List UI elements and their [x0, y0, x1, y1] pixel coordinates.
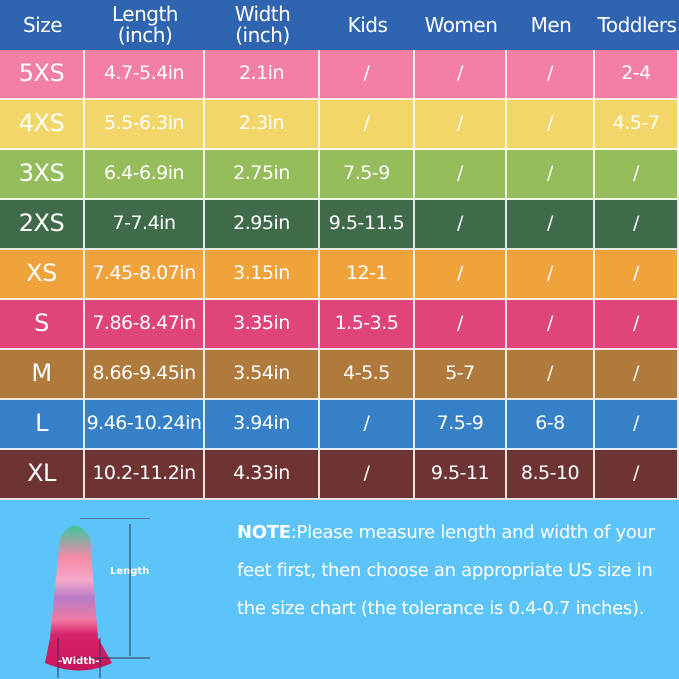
- cell-toddlers: /: [595, 400, 679, 450]
- cell-women: 5-7: [415, 350, 507, 400]
- cell-women: /: [415, 50, 507, 100]
- header-width: Width (inch): [205, 0, 320, 50]
- fin-shape: [45, 525, 112, 671]
- cell-size: XS: [0, 250, 85, 300]
- cell-length: 5.5-6.3in: [85, 100, 205, 150]
- cell-toddlers: /: [595, 150, 679, 200]
- cell-size: XL: [0, 450, 85, 500]
- cell-size: M: [0, 350, 85, 400]
- cell-toddlers: /: [595, 450, 679, 500]
- cell-women: 7.5-9: [415, 400, 507, 450]
- cell-length: 8.66-9.45in: [85, 350, 205, 400]
- cell-men: /: [507, 150, 595, 200]
- cell-men: /: [507, 300, 595, 350]
- cell-width: 3.35in: [205, 300, 320, 350]
- note-label: NOTE: [237, 522, 291, 543]
- cell-length: 9.46-10.24in: [85, 400, 205, 450]
- cell-toddlers: 2-4: [595, 50, 679, 100]
- cell-kids: 12-1: [320, 250, 415, 300]
- cell-size: L: [0, 400, 85, 450]
- cell-size: 2XS: [0, 200, 85, 250]
- cell-width: 3.94in: [205, 400, 320, 450]
- cell-women: /: [415, 150, 507, 200]
- cell-toddlers: /: [595, 200, 679, 250]
- cell-men: /: [507, 350, 595, 400]
- header-men: Men: [507, 0, 595, 50]
- cell-width: 2.1in: [205, 50, 320, 100]
- cell-kids: /: [320, 400, 415, 450]
- cell-kids: 1.5-3.5: [320, 300, 415, 350]
- header-kids: Kids: [320, 0, 415, 50]
- cell-kids: 7.5-9: [320, 150, 415, 200]
- cell-women: /: [415, 100, 507, 150]
- cell-women: /: [415, 300, 507, 350]
- cell-size: 3XS: [0, 150, 85, 200]
- cell-width: 2.75in: [205, 150, 320, 200]
- cell-width: 3.15in: [205, 250, 320, 300]
- cell-size: S: [0, 300, 85, 350]
- length-label: Length: [110, 566, 150, 577]
- cell-toddlers: /: [595, 300, 679, 350]
- cell-width: 2.3in: [205, 100, 320, 150]
- cell-men: 6-8: [507, 400, 595, 450]
- cell-width: 3.54in: [205, 350, 320, 400]
- header-toddlers: Toddlers: [595, 0, 679, 50]
- cell-size: 4XS: [0, 100, 85, 150]
- cell-size: 5XS: [0, 50, 85, 100]
- cell-men: /: [507, 50, 595, 100]
- cell-length: 7-7.4in: [85, 200, 205, 250]
- cell-women: /: [415, 250, 507, 300]
- size-chart-table: Size Length (inch) Width (inch) Kids Women Me…: [0, 0, 679, 500]
- cell-women: /: [415, 200, 507, 250]
- cell-length: 7.86-8.47in: [85, 300, 205, 350]
- cell-length: 4.7-5.4in: [85, 50, 205, 100]
- swim-fin-diagram: [45, 518, 150, 678]
- cell-length: 10.2-11.2in: [85, 450, 205, 500]
- header-size: Size: [0, 0, 85, 50]
- cell-kids: 9.5-11.5: [320, 200, 415, 250]
- cell-men: /: [507, 100, 595, 150]
- cell-kids: /: [320, 50, 415, 100]
- cell-length: 7.45-8.07in: [85, 250, 205, 300]
- cell-toddlers: /: [595, 350, 679, 400]
- cell-men: 8.5-10: [507, 450, 595, 500]
- cell-men: /: [507, 250, 595, 300]
- cell-toddlers: /: [595, 250, 679, 300]
- cell-kids: 4-5.5: [320, 350, 415, 400]
- cell-length: 6.4-6.9in: [85, 150, 205, 200]
- cell-width: 4.33in: [205, 450, 320, 500]
- header-length: Length (inch): [85, 0, 205, 50]
- note-text: NOTE:Please measure length and width of …: [237, 514, 657, 628]
- cell-kids: /: [320, 450, 415, 500]
- cell-men: /: [507, 200, 595, 250]
- header-women: Women: [415, 0, 507, 50]
- cell-women: 9.5-11: [415, 450, 507, 500]
- cell-toddlers: 4.5-7: [595, 100, 679, 150]
- cell-kids: /: [320, 100, 415, 150]
- note-panel: Length -Width- NOTE:Please measure lengt…: [0, 500, 679, 679]
- note-body: :Please measure length and width of your…: [237, 522, 655, 619]
- cell-width: 2.95in: [205, 200, 320, 250]
- width-label: -Width-: [58, 656, 100, 667]
